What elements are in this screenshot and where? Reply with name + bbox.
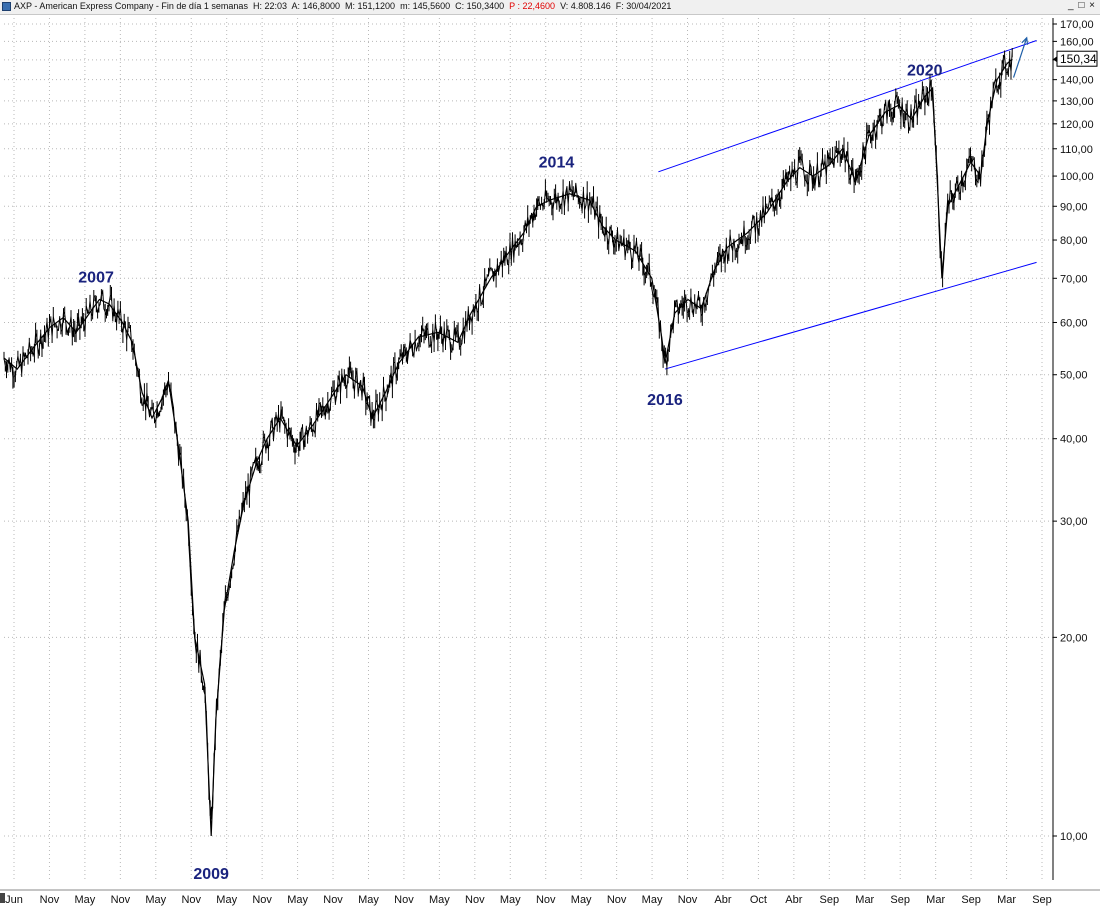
x-tick-label: Mar	[926, 894, 945, 906]
x-tick-label: May	[429, 894, 450, 906]
y-tick-label: 160,00	[1060, 36, 1094, 48]
y-tick-label: 20,00	[1060, 632, 1088, 644]
price-chart: 170,00160,00150,00140,00130,00120,00110,…	[0, 18, 1100, 906]
x-tick-label: Nov	[607, 894, 627, 906]
window-title: AXP - American Express Company - Fin de …	[14, 1, 671, 11]
y-tick-label: 10,00	[1060, 831, 1088, 843]
y-tick-label: 40,00	[1060, 434, 1088, 446]
x-tick-label: Sep	[961, 894, 981, 906]
trend-arrow-head	[1021, 36, 1029, 45]
year-annotation: 2020	[907, 63, 943, 80]
x-tick-label: Sep	[820, 894, 840, 906]
window-title-bar: AXP - American Express Company - Fin de …	[0, 0, 1100, 15]
y-tick-label: 110,00	[1060, 144, 1093, 156]
y-tick-label: 70,00	[1060, 273, 1088, 285]
x-tick-label: May	[358, 894, 379, 906]
x-tick-label: Abr	[714, 894, 731, 906]
y-tick-label: 80,00	[1060, 235, 1088, 247]
channel-line-upper	[658, 40, 1037, 173]
price-bars	[3, 48, 1013, 820]
x-tick-label: May	[642, 894, 663, 906]
y-tick-label: 30,00	[1060, 516, 1088, 528]
x-tick-label: May	[75, 894, 96, 906]
maximize-button[interactable]: □	[1078, 0, 1086, 11]
x-tick-label: Nov	[40, 894, 60, 906]
title-field: AXP - American Express Company - Fin de …	[14, 1, 253, 11]
x-tick-label: Sep	[1032, 894, 1052, 906]
x-tick-label: Abr	[785, 894, 802, 906]
x-tick-label: Sep	[890, 894, 910, 906]
title-field: M: 151,1200	[345, 1, 401, 11]
last-price-pointer	[1053, 56, 1057, 63]
x-tick-label: May	[216, 894, 237, 906]
title-field: A: 146,8000	[291, 1, 346, 11]
scroll-handle[interactable]	[0, 893, 5, 903]
x-tick-label: Mar	[997, 894, 1016, 906]
y-tick-label: 90,00	[1060, 201, 1088, 213]
x-tick-label: Nov	[536, 894, 556, 906]
price-line	[3, 58, 1013, 837]
y-tick-label: 170,00	[1060, 19, 1094, 31]
x-tick-label: May	[571, 894, 592, 906]
close-button[interactable]: ×	[1089, 0, 1096, 11]
x-tick-label: Jun	[5, 894, 23, 906]
x-tick-label: Nov	[678, 894, 698, 906]
x-tick-label: Nov	[252, 894, 272, 906]
minimize-button[interactable]: _	[1067, 0, 1075, 11]
x-tick-label: May	[500, 894, 521, 906]
y-tick-label: 140,00	[1060, 75, 1094, 87]
x-tick-label: Nov	[111, 894, 131, 906]
app-icon	[2, 2, 11, 11]
title-field: V: 4.808.146	[560, 1, 616, 11]
y-tick-label: 120,00	[1060, 119, 1094, 131]
x-tick-label: Mar	[855, 894, 874, 906]
y-tick-label: 100,00	[1060, 171, 1094, 183]
year-annotation: 2014	[539, 155, 575, 172]
title-field: P : 22,4600	[509, 1, 561, 11]
x-tick-label: Oct	[750, 894, 767, 906]
window-controls: _ □ ×	[1068, 0, 1096, 11]
x-tick-label: Nov	[181, 894, 201, 906]
x-tick-label: Nov	[465, 894, 485, 906]
title-field: H: 22:03	[252, 1, 292, 11]
x-tick-label: Nov	[323, 894, 343, 906]
year-annotation: 2009	[193, 866, 229, 883]
year-annotation: 2007	[78, 269, 114, 286]
y-tick-label: 50,00	[1060, 370, 1088, 382]
price-series	[3, 48, 1013, 837]
title-field: F: 30/04/2021	[615, 1, 672, 11]
y-tick-label: 130,00	[1060, 96, 1094, 108]
year-annotation: 2016	[647, 392, 683, 409]
x-tick-label: May	[287, 894, 308, 906]
x-tick-label: May	[145, 894, 166, 906]
title-field: C: 150,3400	[455, 1, 510, 11]
x-tick-label: Nov	[394, 894, 414, 906]
trend-arrow	[1012, 37, 1028, 78]
y-tick-label: 60,00	[1060, 317, 1088, 329]
title-field: m: 145,5600	[400, 1, 456, 11]
last-price-label: 150,34	[1060, 52, 1097, 66]
channel-line-lower	[664, 261, 1037, 370]
